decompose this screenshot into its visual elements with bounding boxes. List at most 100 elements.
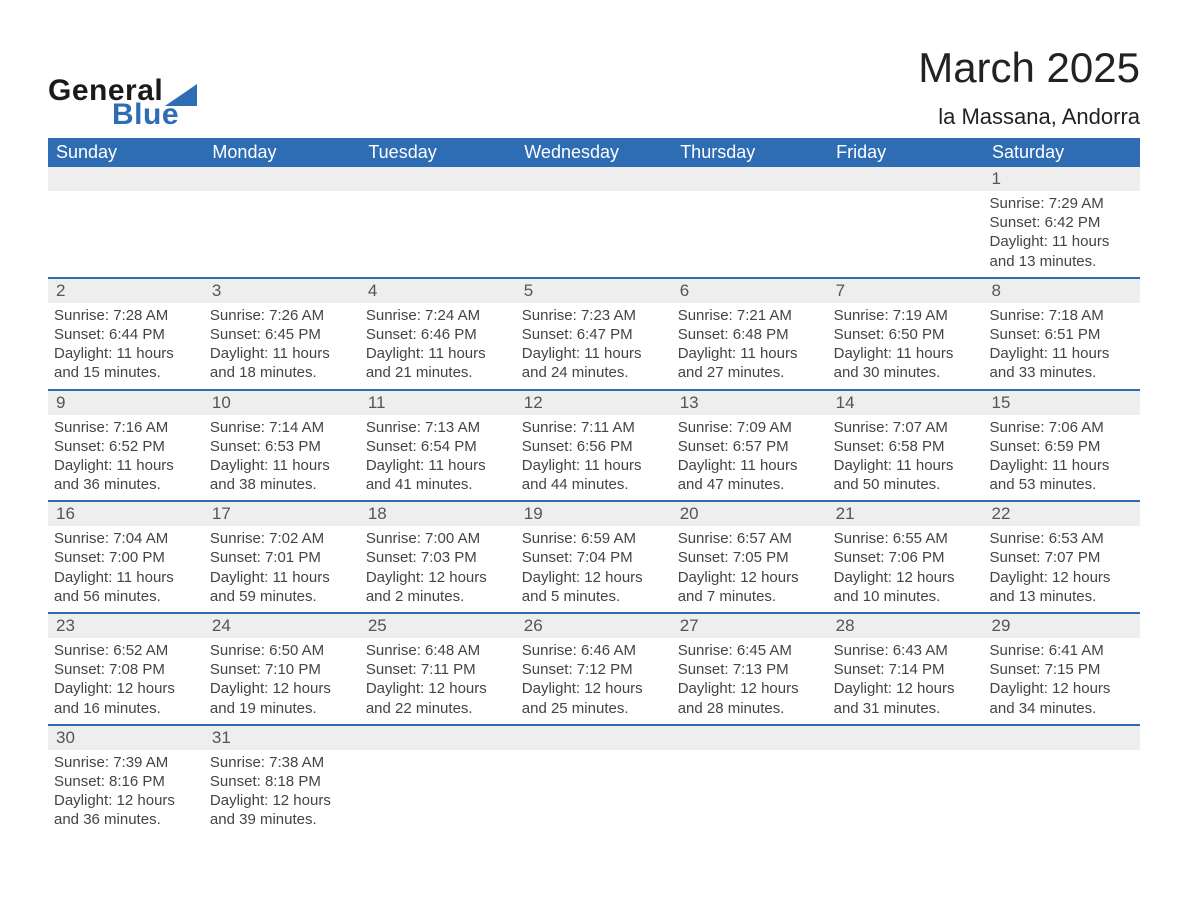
calendar-cell: [672, 725, 828, 836]
day-details: [828, 191, 984, 200]
day-details: Sunrise: 6:53 AMSunset: 7:07 PMDaylight:…: [984, 526, 1140, 612]
day-details: [516, 191, 672, 200]
calendar-cell: 25Sunrise: 6:48 AMSunset: 7:11 PMDayligh…: [360, 613, 516, 725]
day-details: [204, 191, 360, 200]
calendar-cell: [516, 725, 672, 836]
calendar-cell: 13Sunrise: 7:09 AMSunset: 6:57 PMDayligh…: [672, 390, 828, 502]
day-details: [360, 191, 516, 200]
day-details: [672, 750, 828, 759]
day-number: 2: [48, 279, 204, 303]
day-details: Sunrise: 7:38 AMSunset: 8:18 PMDaylight:…: [204, 750, 360, 836]
day-details: Sunrise: 6:45 AMSunset: 7:13 PMDaylight:…: [672, 638, 828, 724]
day-number: [48, 167, 204, 191]
day-details: Sunrise: 7:19 AMSunset: 6:50 PMDaylight:…: [828, 303, 984, 389]
day-details: [360, 750, 516, 759]
calendar-cell: 8Sunrise: 7:18 AMSunset: 6:51 PMDaylight…: [984, 278, 1140, 390]
day-details: Sunrise: 6:50 AMSunset: 7:10 PMDaylight:…: [204, 638, 360, 724]
weekday-header: Tuesday: [360, 138, 516, 167]
day-number: 18: [360, 502, 516, 526]
day-details: Sunrise: 7:21 AMSunset: 6:48 PMDaylight:…: [672, 303, 828, 389]
day-details: Sunrise: 7:07 AMSunset: 6:58 PMDaylight:…: [828, 415, 984, 501]
calendar-cell: 21Sunrise: 6:55 AMSunset: 7:06 PMDayligh…: [828, 501, 984, 613]
logo-text-blue: Blue: [112, 100, 197, 130]
calendar-cell: 16Sunrise: 7:04 AMSunset: 7:00 PMDayligh…: [48, 501, 204, 613]
calendar-cell: 29Sunrise: 6:41 AMSunset: 7:15 PMDayligh…: [984, 613, 1140, 725]
day-number: [516, 167, 672, 191]
day-number: 16: [48, 502, 204, 526]
day-number: 30: [48, 726, 204, 750]
day-details: Sunrise: 7:29 AMSunset: 6:42 PMDaylight:…: [984, 191, 1140, 277]
calendar-cell: 15Sunrise: 7:06 AMSunset: 6:59 PMDayligh…: [984, 390, 1140, 502]
calendar-cell: [360, 167, 516, 278]
calendar-cell: [516, 167, 672, 278]
day-number: 17: [204, 502, 360, 526]
page-header: General Blue March 2025 la Massana, Ando…: [48, 44, 1140, 130]
day-details: Sunrise: 6:55 AMSunset: 7:06 PMDaylight:…: [828, 526, 984, 612]
calendar-cell: 22Sunrise: 6:53 AMSunset: 7:07 PMDayligh…: [984, 501, 1140, 613]
day-details: Sunrise: 7:18 AMSunset: 6:51 PMDaylight:…: [984, 303, 1140, 389]
weekday-header: Sunday: [48, 138, 204, 167]
day-details: Sunrise: 6:46 AMSunset: 7:12 PMDaylight:…: [516, 638, 672, 724]
day-number: [360, 167, 516, 191]
day-number: [204, 167, 360, 191]
day-number: 24: [204, 614, 360, 638]
calendar-cell: 7Sunrise: 7:19 AMSunset: 6:50 PMDaylight…: [828, 278, 984, 390]
day-number: 7: [828, 279, 984, 303]
calendar-cell: 28Sunrise: 6:43 AMSunset: 7:14 PMDayligh…: [828, 613, 984, 725]
day-details: Sunrise: 6:52 AMSunset: 7:08 PMDaylight:…: [48, 638, 204, 724]
title-block: March 2025 la Massana, Andorra: [918, 44, 1140, 130]
calendar-cell: 14Sunrise: 7:07 AMSunset: 6:58 PMDayligh…: [828, 390, 984, 502]
calendar-cell: 9Sunrise: 7:16 AMSunset: 6:52 PMDaylight…: [48, 390, 204, 502]
calendar-cell: 5Sunrise: 7:23 AMSunset: 6:47 PMDaylight…: [516, 278, 672, 390]
calendar-cell: [984, 725, 1140, 836]
calendar-cell: 18Sunrise: 7:00 AMSunset: 7:03 PMDayligh…: [360, 501, 516, 613]
weekday-header-row: SundayMondayTuesdayWednesdayThursdayFrid…: [48, 138, 1140, 167]
day-number: 5: [516, 279, 672, 303]
calendar-cell: 19Sunrise: 6:59 AMSunset: 7:04 PMDayligh…: [516, 501, 672, 613]
day-details: Sunrise: 7:04 AMSunset: 7:00 PMDaylight:…: [48, 526, 204, 612]
day-number: 1: [984, 167, 1140, 191]
day-number: 23: [48, 614, 204, 638]
page-title: March 2025: [918, 44, 1140, 92]
day-number: 12: [516, 391, 672, 415]
day-details: [48, 191, 204, 200]
calendar-week-row: 30Sunrise: 7:39 AMSunset: 8:16 PMDayligh…: [48, 725, 1140, 836]
day-number: 26: [516, 614, 672, 638]
day-number: 13: [672, 391, 828, 415]
day-details: Sunrise: 7:28 AMSunset: 6:44 PMDaylight:…: [48, 303, 204, 389]
day-number: 27: [672, 614, 828, 638]
day-number: 10: [204, 391, 360, 415]
calendar-cell: [360, 725, 516, 836]
day-details: Sunrise: 7:02 AMSunset: 7:01 PMDaylight:…: [204, 526, 360, 612]
day-number: 20: [672, 502, 828, 526]
calendar-week-row: 1Sunrise: 7:29 AMSunset: 6:42 PMDaylight…: [48, 167, 1140, 278]
calendar-cell: 31Sunrise: 7:38 AMSunset: 8:18 PMDayligh…: [204, 725, 360, 836]
day-number: [516, 726, 672, 750]
day-number: [984, 726, 1140, 750]
calendar-week-row: 16Sunrise: 7:04 AMSunset: 7:00 PMDayligh…: [48, 501, 1140, 613]
day-number: 25: [360, 614, 516, 638]
calendar-table: SundayMondayTuesdayWednesdayThursdayFrid…: [48, 138, 1140, 836]
day-details: Sunrise: 6:43 AMSunset: 7:14 PMDaylight:…: [828, 638, 984, 724]
day-details: [516, 750, 672, 759]
day-number: [828, 167, 984, 191]
calendar-week-row: 2Sunrise: 7:28 AMSunset: 6:44 PMDaylight…: [48, 278, 1140, 390]
calendar-cell: [204, 167, 360, 278]
day-details: Sunrise: 7:16 AMSunset: 6:52 PMDaylight:…: [48, 415, 204, 501]
calendar-cell: 4Sunrise: 7:24 AMSunset: 6:46 PMDaylight…: [360, 278, 516, 390]
day-number: 29: [984, 614, 1140, 638]
calendar-week-row: 9Sunrise: 7:16 AMSunset: 6:52 PMDaylight…: [48, 390, 1140, 502]
calendar-cell: 12Sunrise: 7:11 AMSunset: 6:56 PMDayligh…: [516, 390, 672, 502]
day-details: Sunrise: 6:59 AMSunset: 7:04 PMDaylight:…: [516, 526, 672, 612]
calendar-cell: 20Sunrise: 6:57 AMSunset: 7:05 PMDayligh…: [672, 501, 828, 613]
calendar-cell: 1Sunrise: 7:29 AMSunset: 6:42 PMDaylight…: [984, 167, 1140, 278]
day-number: 9: [48, 391, 204, 415]
day-details: Sunrise: 6:57 AMSunset: 7:05 PMDaylight:…: [672, 526, 828, 612]
day-number: 28: [828, 614, 984, 638]
day-number: 3: [204, 279, 360, 303]
day-details: Sunrise: 7:00 AMSunset: 7:03 PMDaylight:…: [360, 526, 516, 612]
day-number: [828, 726, 984, 750]
calendar-cell: 24Sunrise: 6:50 AMSunset: 7:10 PMDayligh…: [204, 613, 360, 725]
day-number: 6: [672, 279, 828, 303]
location-subtitle: la Massana, Andorra: [918, 104, 1140, 130]
